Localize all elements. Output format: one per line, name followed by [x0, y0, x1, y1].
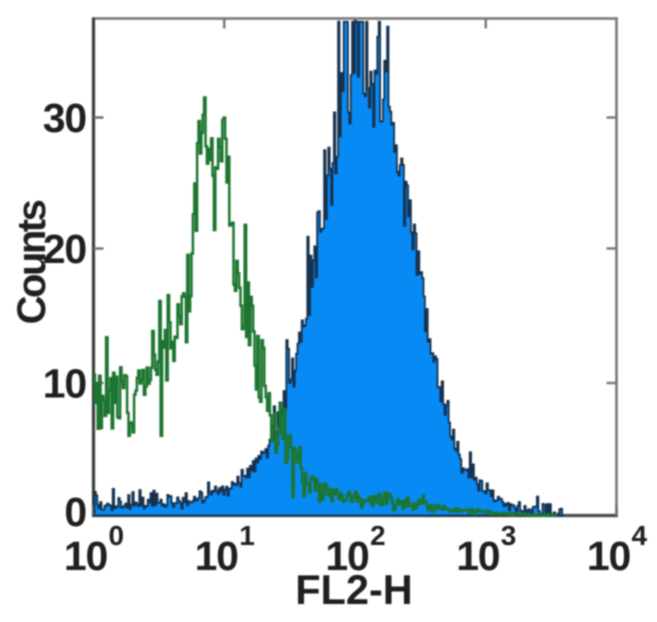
svg-text:10: 10 — [43, 361, 87, 407]
svg-text:2: 2 — [370, 520, 386, 551]
svg-text:3: 3 — [501, 520, 517, 551]
svg-text:10: 10 — [587, 533, 631, 579]
svg-text:10: 10 — [195, 533, 239, 579]
svg-text:FL2-H: FL2-H — [295, 566, 413, 613]
svg-text:0: 0 — [64, 489, 86, 535]
svg-text:10: 10 — [456, 533, 500, 579]
svg-text:4: 4 — [632, 520, 648, 551]
svg-text:30: 30 — [43, 95, 87, 141]
svg-text:0: 0 — [109, 520, 125, 551]
svg-text:20: 20 — [43, 226, 87, 272]
svg-text:10: 10 — [64, 533, 108, 579]
svg-text:Counts: Counts — [10, 200, 54, 324]
svg-text:1: 1 — [239, 520, 255, 551]
svg-text:10: 10 — [325, 533, 369, 579]
